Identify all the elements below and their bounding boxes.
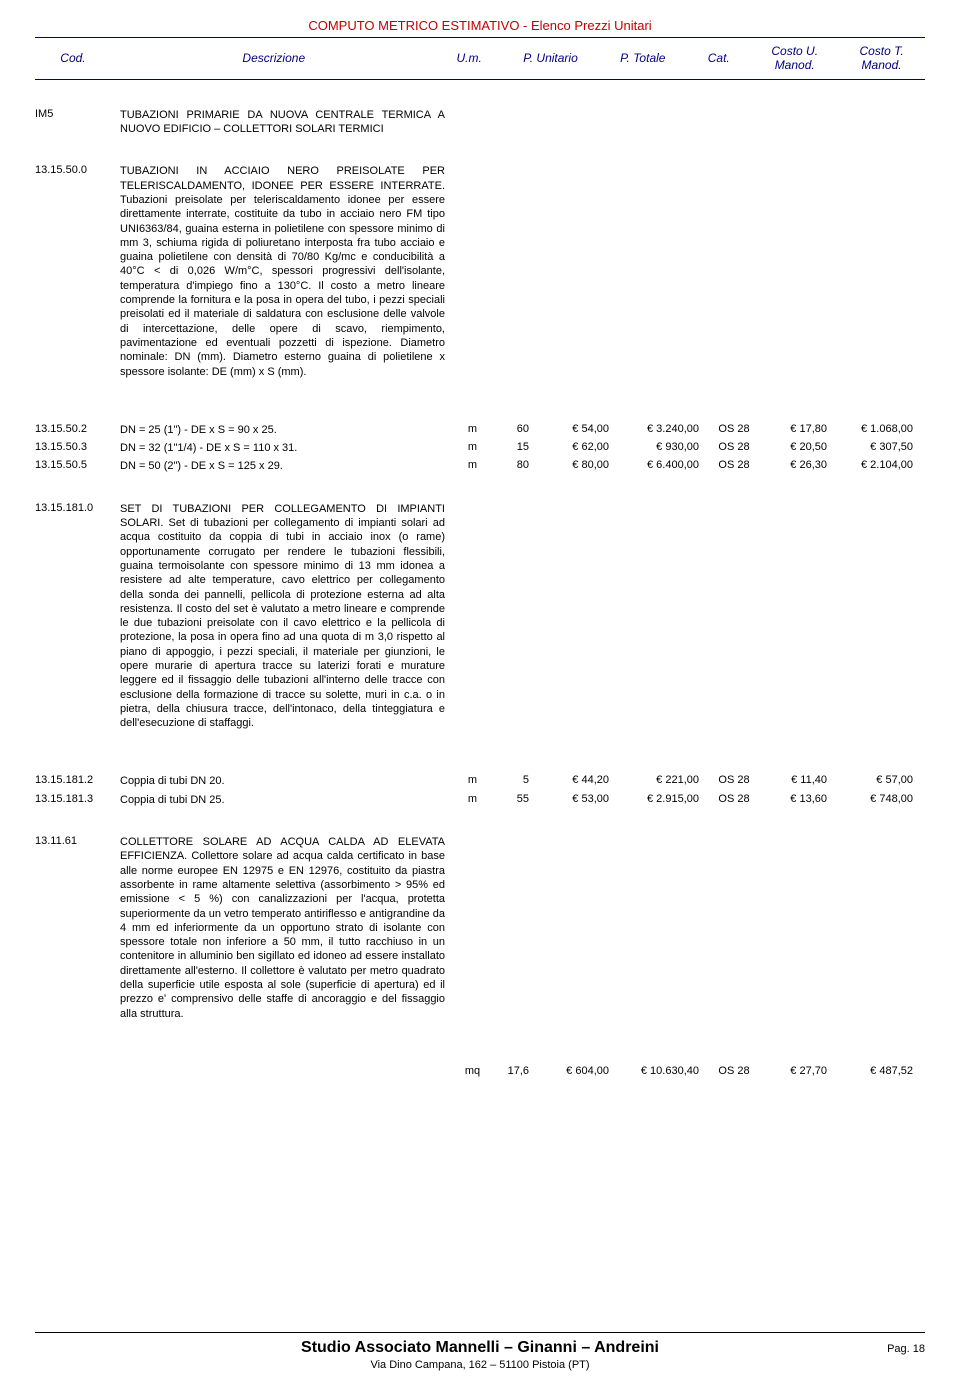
item-code: 13.15.50.5: [35, 459, 120, 471]
price-row: mq17,6€ 604,00€ 10.630,40OS 28€ 27,70€ 4…: [35, 1065, 925, 1077]
val-ctm: € 1.068,00: [833, 423, 913, 435]
val-pt: € 930,00: [615, 441, 705, 453]
val-cat: OS 28: [705, 1065, 763, 1077]
item-description: SET DI TUBAZIONI PER COLLEGAMENTO DI IMP…: [120, 502, 455, 731]
hdr-cod: Cod.: [35, 38, 111, 80]
hdr-desc: Descrizione: [111, 38, 437, 80]
item-values: m55€ 53,00€ 2.915,00OS 28€ 13,60€ 748,00: [455, 793, 925, 805]
column-headers: Cod. Descrizione U.m. P. Unitario P. Tot…: [35, 37, 925, 80]
val-pt: € 221,00: [615, 774, 705, 786]
document-title: COMPUTO METRICO ESTIMATIVO - Elenco Prez…: [35, 18, 925, 33]
price-row: 13.11.61COLLETTORE SOLARE AD ACQUA CALDA…: [35, 835, 925, 1021]
item-values: m5€ 44,20€ 221,00OS 28€ 11,40€ 57,00: [455, 774, 925, 786]
item-description: DN = 25 (1") - DE x S = 90 x 25.: [120, 423, 455, 437]
val-pt: € 10.630,40: [615, 1065, 705, 1077]
val-um: m: [455, 441, 490, 453]
item-code: IM5: [35, 108, 120, 120]
item-code: 13.15.50.3: [35, 441, 120, 453]
price-row: 13.15.181.3Coppia di tubi DN 25.m55€ 53,…: [35, 793, 925, 807]
item-code: 13.15.181.3: [35, 793, 120, 805]
hdr-cum: Costo U.Manod.: [751, 38, 838, 80]
price-row: IM5TUBAZIONI PRIMARIE DA NUOVA CENTRALE …: [35, 108, 925, 137]
page-footer: Studio Associato Mannelli – Ginanni – An…: [35, 1332, 925, 1371]
content-body: IM5TUBAZIONI PRIMARIE DA NUOVA CENTRALE …: [35, 108, 925, 1077]
val-ctm: € 2.104,00: [833, 459, 913, 471]
val-um: m: [455, 459, 490, 471]
item-description: Coppia di tubi DN 20.: [120, 774, 455, 788]
footer-page-number: Pag. 18: [887, 1343, 925, 1355]
val-qty: 5: [490, 774, 535, 786]
val-cat: OS 28: [705, 774, 763, 786]
item-values: mq17,6€ 604,00€ 10.630,40OS 28€ 27,70€ 4…: [455, 1065, 925, 1077]
val-cat: OS 28: [705, 459, 763, 471]
val-pu: € 54,00: [535, 423, 615, 435]
hdr-um: U.m.: [437, 38, 502, 80]
val-cat: OS 28: [705, 423, 763, 435]
val-cum: € 13,60: [763, 793, 833, 805]
val-ctm: € 57,00: [833, 774, 913, 786]
item-description: TUBAZIONI IN ACCIAIO NERO PREISOLATE PER…: [120, 164, 455, 378]
val-ctm: € 307,50: [833, 441, 913, 453]
item-code: 13.15.181.2: [35, 774, 120, 786]
val-um: m: [455, 793, 490, 805]
hdr-pu: P. Unitario: [502, 38, 600, 80]
val-pu: € 62,00: [535, 441, 615, 453]
item-values: m15€ 62,00€ 930,00OS 28€ 20,50€ 307,50: [455, 441, 925, 453]
val-qty: 55: [490, 793, 535, 805]
val-cat: OS 28: [705, 441, 763, 453]
hdr-cat: Cat.: [686, 38, 751, 80]
price-row: 13.15.50.3DN = 32 (1"1/4) - DE x S = 110…: [35, 441, 925, 455]
val-cat: OS 28: [705, 793, 763, 805]
price-row: 13.15.50.2DN = 25 (1") - DE x S = 90 x 2…: [35, 423, 925, 437]
val-pu: € 604,00: [535, 1065, 615, 1077]
hdr-ctm: Costo T.Manod.: [838, 38, 925, 80]
item-values: m80€ 80,00€ 6.400,00OS 28€ 26,30€ 2.104,…: [455, 459, 925, 471]
val-qty: 15: [490, 441, 535, 453]
footer-studio: Studio Associato Mannelli – Ginanni – An…: [301, 1339, 659, 1356]
item-description: TUBAZIONI PRIMARIE DA NUOVA CENTRALE TER…: [120, 108, 455, 137]
val-ctm: € 748,00: [833, 793, 913, 805]
val-um: m: [455, 774, 490, 786]
item-values: m60€ 54,00€ 3.240,00OS 28€ 17,80€ 1.068,…: [455, 423, 925, 435]
val-cum: € 26,30: [763, 459, 833, 471]
val-cum: € 20,50: [763, 441, 833, 453]
item-code: 13.11.61: [35, 835, 120, 847]
footer-address: Via Dino Campana, 162 – 51100 Pistoia (P…: [35, 1359, 925, 1371]
item-description: DN = 50 (2") - DE x S = 125 x 29.: [120, 459, 455, 473]
val-qty: 80: [490, 459, 535, 471]
val-pt: € 2.915,00: [615, 793, 705, 805]
val-pt: € 3.240,00: [615, 423, 705, 435]
val-pu: € 53,00: [535, 793, 615, 805]
price-row: 13.15.50.5DN = 50 (2") - DE x S = 125 x …: [35, 459, 925, 473]
hdr-pt: P. Totale: [599, 38, 686, 80]
price-row: 13.15.181.0SET DI TUBAZIONI PER COLLEGAM…: [35, 502, 925, 731]
val-qty: 60: [490, 423, 535, 435]
item-description: Coppia di tubi DN 25.: [120, 793, 455, 807]
val-um: m: [455, 423, 490, 435]
val-qty: 17,6: [490, 1065, 535, 1077]
val-cum: € 11,40: [763, 774, 833, 786]
val-pu: € 80,00: [535, 459, 615, 471]
item-code: 13.15.50.0: [35, 164, 120, 176]
val-pt: € 6.400,00: [615, 459, 705, 471]
val-cum: € 17,80: [763, 423, 833, 435]
item-code: 13.15.50.2: [35, 423, 120, 435]
val-pu: € 44,20: [535, 774, 615, 786]
val-ctm: € 487,52: [833, 1065, 913, 1077]
item-description: COLLETTORE SOLARE AD ACQUA CALDA AD ELEV…: [120, 835, 455, 1021]
val-cum: € 27,70: [763, 1065, 833, 1077]
val-um: mq: [455, 1065, 490, 1077]
item-code: 13.15.181.0: [35, 502, 120, 514]
price-row: 13.15.181.2Coppia di tubi DN 20.m5€ 44,2…: [35, 774, 925, 788]
item-description: DN = 32 (1"1/4) - DE x S = 110 x 31.: [120, 441, 455, 455]
price-row: 13.15.50.0TUBAZIONI IN ACCIAIO NERO PREI…: [35, 164, 925, 378]
